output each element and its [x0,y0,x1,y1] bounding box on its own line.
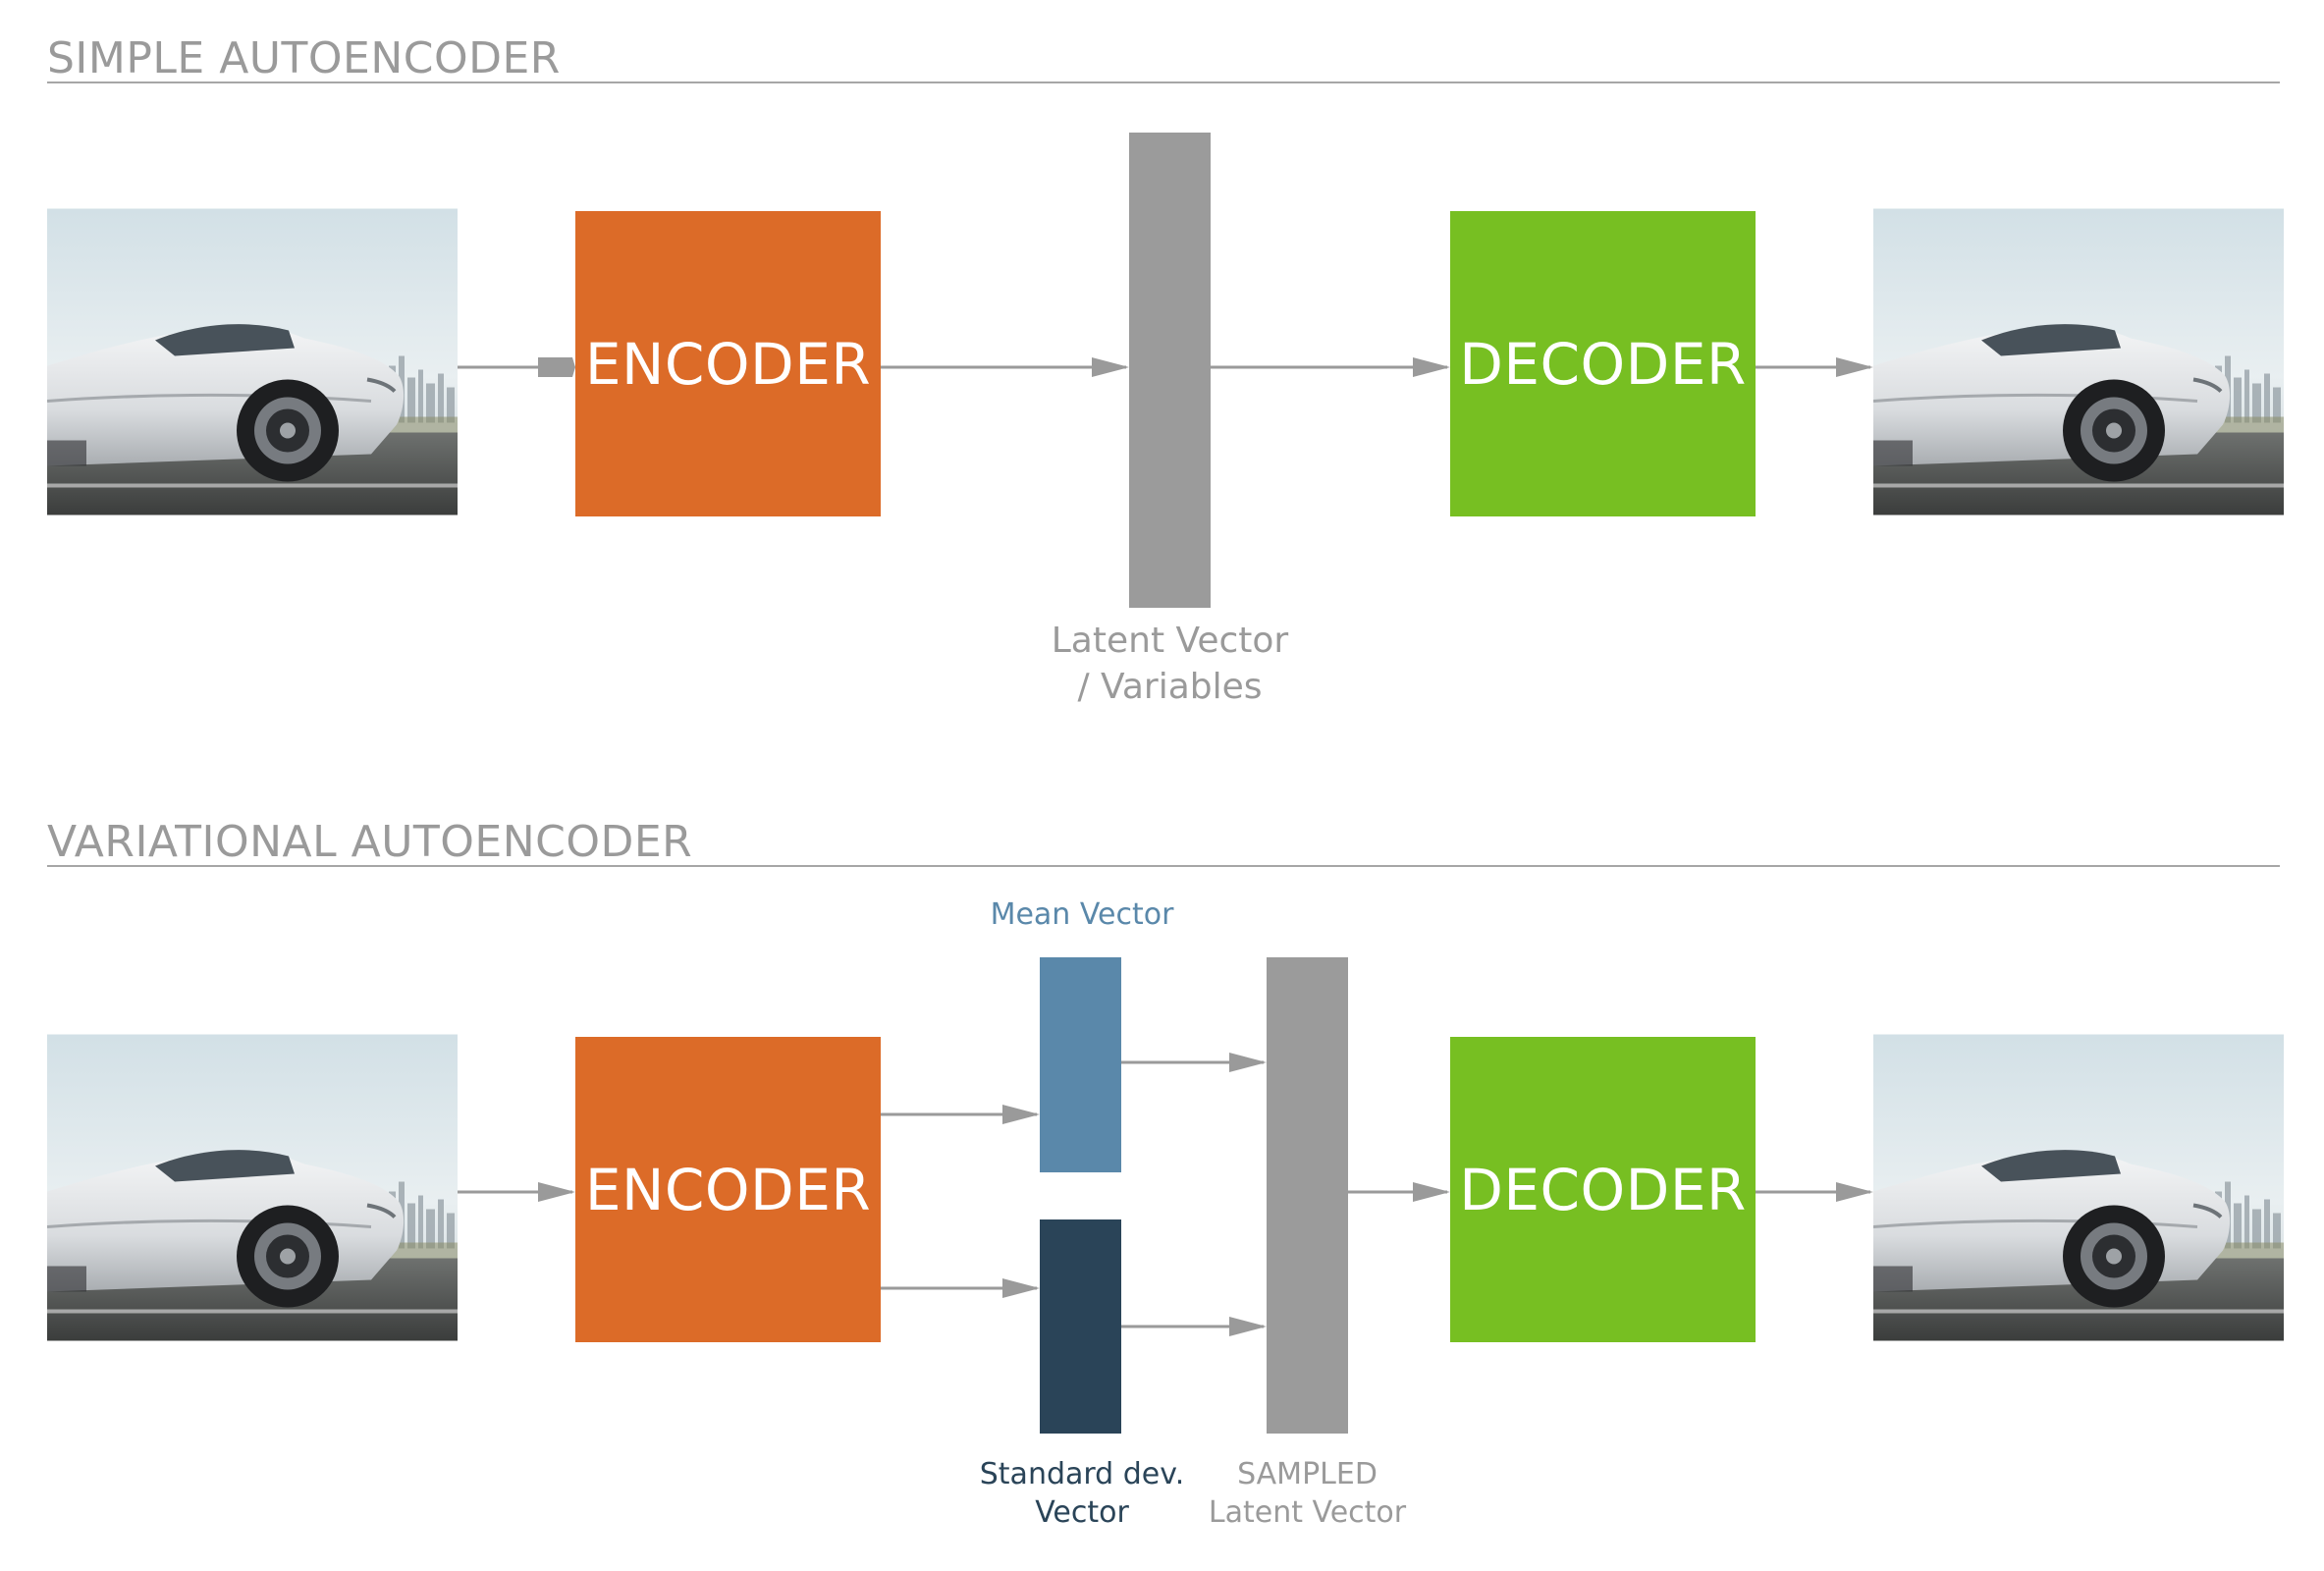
arrowhead-icon [1413,1182,1450,1202]
encoder-block: ENCODER [575,1037,881,1342]
std-label-line-2: Vector [1035,1495,1129,1530]
section-title-variational: VARIATIONAL AUTOENCODER [47,817,693,867]
sampled-latent-bar [1267,957,1348,1434]
decoder-block: DECODER [1450,1037,1756,1342]
arrowhead-icon [1836,1182,1873,1202]
latent-label-line-2: / Variables [1077,666,1263,707]
decoder-block: DECODER [1450,211,1756,516]
arrowhead-icon [1002,1105,1040,1124]
encoder-label: ENCODER [584,330,872,398]
sampled-label-line-2: Latent Vector [1208,1495,1407,1530]
sampled-latent-label: SAMPLED Latent Vector [1168,1455,1446,1532]
latent-vector-label: Latent Vector / Variables [1011,619,1328,711]
decoder-label: DECODER [1459,1156,1747,1223]
arrowheads [538,357,1873,1336]
mean-vector-bar [1040,957,1121,1172]
mean-vector-label: Mean Vector [990,897,1174,932]
arrowhead-icon [1229,1053,1267,1072]
encoder-label: ENCODER [584,1156,872,1223]
sampled-label-line-1: SAMPLED [1237,1457,1378,1491]
section-divider [47,865,2280,867]
std-vector-label: Standard dev. Vector [943,1455,1221,1532]
arrowhead-icon [1002,1278,1040,1298]
decoder-label: DECODER [1459,330,1747,398]
arrowhead-icon [538,357,575,377]
arrowhead-icon [1836,357,1873,377]
std-vector-bar [1040,1219,1121,1434]
latent-vector-bar [1129,133,1211,608]
section-title-simple: SIMPLE AUTOENCODER [47,33,561,83]
std-label-line-1: Standard dev. [979,1457,1185,1491]
arrowhead-icon [1229,1317,1267,1336]
arrowhead-icon [1413,357,1450,377]
encoder-block: ENCODER [575,211,881,516]
arrowhead-icon [1092,357,1129,377]
arrowhead-icon [538,1182,575,1202]
latent-label-line-1: Latent Vector [1051,621,1289,661]
section-divider [47,81,2280,83]
